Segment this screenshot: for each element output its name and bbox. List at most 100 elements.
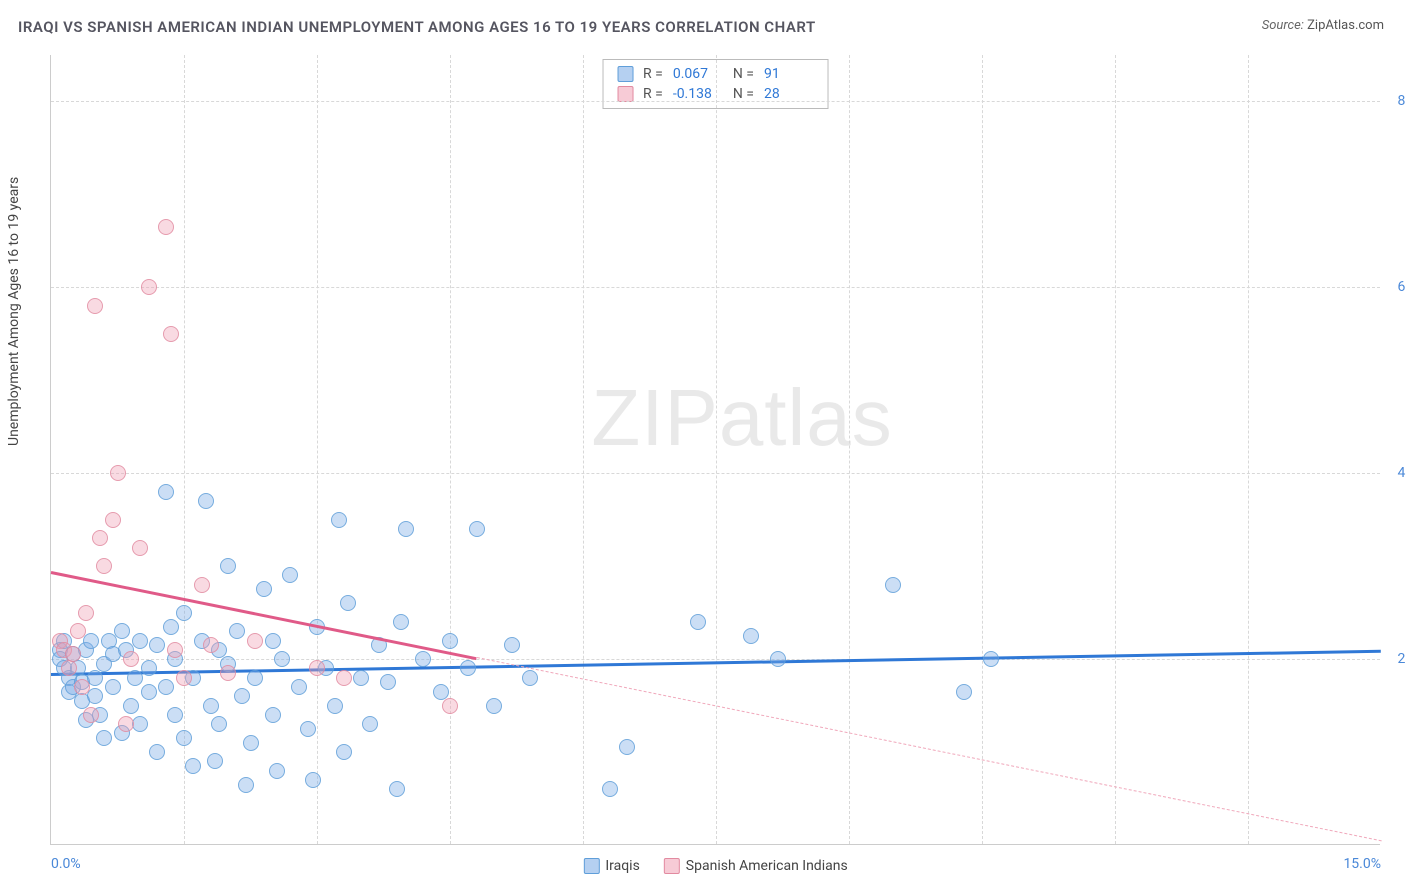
gridline-vertical [184, 55, 185, 844]
stat-r-label: R = [643, 86, 663, 102]
legend-label: Spanish American Indians [686, 858, 848, 874]
data-point [522, 670, 538, 686]
y-tick-label: 20.0% [1385, 651, 1406, 667]
data-point [163, 619, 179, 635]
legend-item: Iraqis [583, 858, 639, 874]
data-point [158, 219, 174, 235]
data-point [415, 651, 431, 667]
data-point [983, 651, 999, 667]
data-point [885, 577, 901, 593]
data-point [123, 698, 139, 714]
data-point [158, 679, 174, 695]
legend-label: Iraqis [605, 858, 639, 874]
data-point [92, 530, 108, 546]
source-attribution: Source: ZipAtlas.com [1262, 18, 1384, 33]
data-point [194, 577, 210, 593]
gridline-vertical [849, 55, 850, 844]
data-point [256, 581, 272, 597]
data-point [398, 521, 414, 537]
data-point [87, 670, 103, 686]
data-point [442, 633, 458, 649]
data-point [167, 642, 183, 658]
watermark-part1: ZIP [591, 373, 718, 462]
data-point [118, 716, 134, 732]
data-point [770, 651, 786, 667]
data-point [265, 707, 281, 723]
data-point [110, 465, 126, 481]
data-point [243, 735, 259, 751]
data-point [70, 623, 86, 639]
trend-line [476, 657, 1381, 841]
source-value: ZipAtlas.com [1307, 18, 1384, 33]
data-point [220, 665, 236, 681]
x-tick-label: 15.0% [1343, 856, 1381, 872]
y-axis-title: Unemployment Among Ages 16 to 19 years [6, 177, 22, 446]
stat-n-value: 91 [764, 66, 814, 82]
data-point [469, 521, 485, 537]
data-point [220, 558, 236, 574]
data-point [340, 595, 356, 611]
data-point [87, 688, 103, 704]
gridline-vertical [1115, 55, 1116, 844]
data-point [132, 540, 148, 556]
data-point [247, 670, 263, 686]
data-point [163, 326, 179, 342]
data-point [207, 753, 223, 769]
gridline-vertical [450, 55, 451, 844]
scatter-plot-area: ZIPatlas R =0.067N =91R =-0.138N =28 Ira… [50, 55, 1380, 845]
data-point [247, 633, 263, 649]
data-point [176, 605, 192, 621]
data-point [105, 679, 121, 695]
data-point [291, 679, 307, 695]
series-legend: Iraqis Spanish American Indians [583, 858, 847, 874]
legend-swatch [664, 858, 680, 874]
gridline-vertical [982, 55, 983, 844]
data-point [141, 279, 157, 295]
gridline-vertical [1248, 55, 1249, 844]
data-point [149, 744, 165, 760]
data-point [300, 721, 316, 737]
y-tick-label: 80.0% [1385, 93, 1406, 109]
data-point [123, 651, 139, 667]
data-point [203, 637, 219, 653]
data-point [956, 684, 972, 700]
stat-r-label: R = [643, 66, 663, 82]
data-point [460, 660, 476, 676]
data-point [176, 730, 192, 746]
data-point [114, 623, 130, 639]
data-point [238, 777, 254, 793]
data-point [65, 646, 81, 662]
y-tick-label: 60.0% [1385, 279, 1406, 295]
data-point [141, 684, 157, 700]
data-point [690, 614, 706, 630]
data-point [83, 707, 99, 723]
data-point [619, 739, 635, 755]
data-point [203, 698, 219, 714]
gridline-vertical [317, 55, 318, 844]
legend-swatch [617, 86, 633, 102]
gridline-vertical [583, 55, 584, 844]
source-label: Source: [1262, 18, 1304, 33]
data-point [229, 623, 245, 639]
data-point [336, 744, 352, 760]
data-point [305, 772, 321, 788]
data-point [167, 707, 183, 723]
data-point [132, 633, 148, 649]
data-point [141, 660, 157, 676]
data-point [380, 674, 396, 690]
data-point [211, 716, 227, 732]
chart-title: IRAQI VS SPANISH AMERICAN INDIAN UNEMPLO… [18, 18, 816, 36]
watermark-part2: atlas [719, 373, 893, 462]
data-point [331, 512, 347, 528]
legend-swatch [617, 66, 633, 82]
data-point [78, 605, 94, 621]
stat-n-label: N = [733, 66, 754, 82]
data-point [442, 698, 458, 714]
data-point [269, 763, 285, 779]
data-point [265, 633, 281, 649]
data-point [362, 716, 378, 732]
data-point [602, 781, 618, 797]
data-point [353, 670, 369, 686]
data-point [234, 688, 250, 704]
data-point [336, 670, 352, 686]
